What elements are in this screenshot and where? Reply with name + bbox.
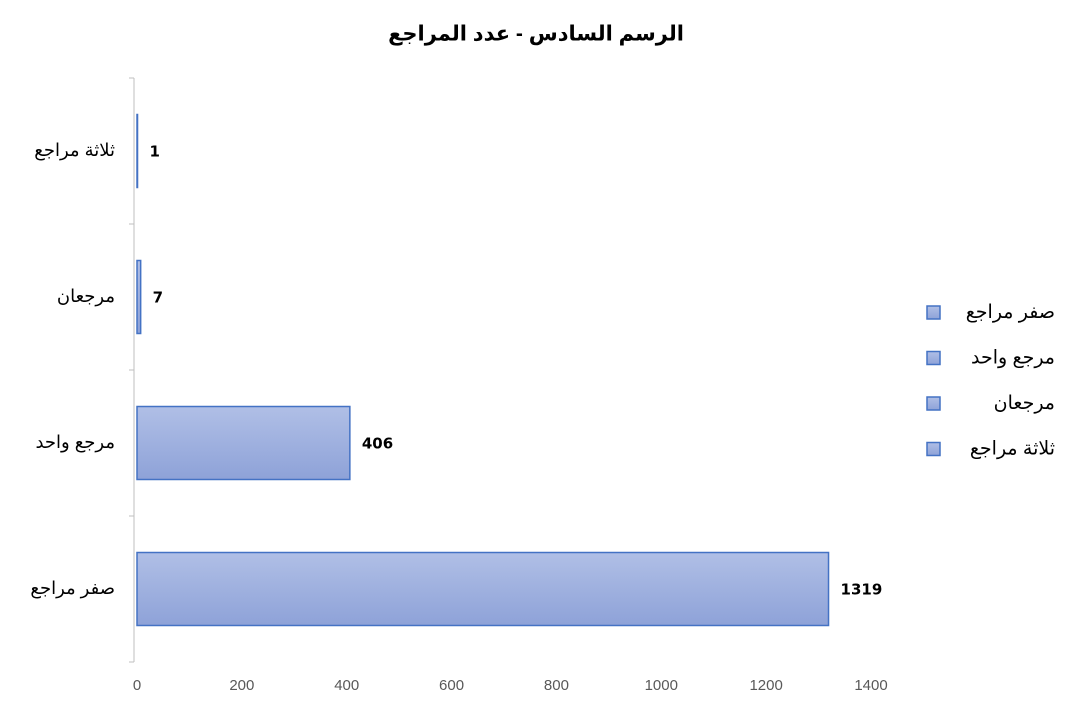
legend-label: ثلاثة مراجع xyxy=(970,439,1055,460)
x-tick-label: 0 xyxy=(133,677,141,694)
y-tick-label: صفر مراجع xyxy=(30,578,115,599)
bar xyxy=(136,113,139,189)
y-tick-label: مرجعان xyxy=(57,286,115,307)
bar xyxy=(136,259,142,335)
data-label: 7 xyxy=(153,289,163,307)
x-tick-label: 1400 xyxy=(854,677,887,694)
y-tick-label: ثلاثة مراجع xyxy=(34,140,115,161)
legend-swatch xyxy=(926,350,941,366)
legend-swatch xyxy=(926,396,941,411)
chart-title: الرسم السادس - عدد المراجع xyxy=(388,23,684,46)
x-tick-label: 400 xyxy=(334,677,359,694)
x-tick-label: 200 xyxy=(229,677,254,694)
legend-label: مرجعان xyxy=(994,393,1055,414)
y-tick-label: مرجع واحد xyxy=(35,432,115,453)
x-tick-label: 1200 xyxy=(749,677,782,694)
x-tick-label: 600 xyxy=(439,677,464,694)
bar xyxy=(136,551,830,627)
data-label: 1319 xyxy=(841,581,883,599)
data-label: 406 xyxy=(362,435,393,453)
legend-swatch xyxy=(926,305,941,320)
legend-swatch xyxy=(926,441,941,457)
data-label: 1 xyxy=(150,143,160,161)
x-tick-label: 1000 xyxy=(645,677,678,694)
legend-label: مرجع واحد xyxy=(971,348,1055,369)
legend-label: صفر مراجع xyxy=(966,302,1055,323)
x-tick-label: 800 xyxy=(544,677,569,694)
bar xyxy=(136,405,351,481)
